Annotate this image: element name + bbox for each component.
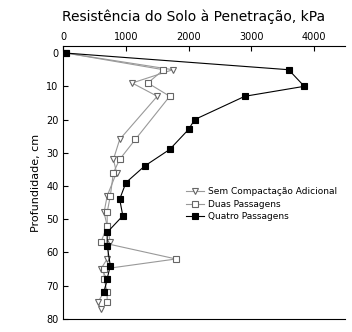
Quatro Passagens bbox=[124, 181, 128, 185]
Sem Compactação Adicional bbox=[105, 194, 109, 198]
Legend: Sem Compactação Adicional, Duas Passagens, Quatro Passagens: Sem Compactação Adicional, Duas Passagen… bbox=[182, 184, 340, 225]
Duas Passagens bbox=[102, 277, 106, 281]
Quatro Passagens bbox=[108, 264, 112, 268]
Quatro Passagens bbox=[168, 147, 172, 151]
Sem Compactação Adicional bbox=[155, 94, 159, 98]
Quatro Passagens bbox=[287, 68, 291, 72]
Quatro Passagens bbox=[243, 94, 247, 98]
Quatro Passagens bbox=[118, 197, 122, 201]
Duas Passagens bbox=[105, 290, 109, 294]
Duas Passagens bbox=[108, 194, 112, 198]
Line: Sem Compactação Adicional: Sem Compactação Adicional bbox=[63, 50, 176, 312]
Sem Compactação Adicional bbox=[105, 224, 109, 228]
Duas Passagens bbox=[118, 157, 122, 161]
Duas Passagens bbox=[105, 224, 109, 228]
Quatro Passagens bbox=[105, 230, 109, 234]
Quatro Passagens bbox=[105, 277, 109, 281]
Sem Compactação Adicional bbox=[118, 137, 122, 141]
Duas Passagens bbox=[111, 171, 115, 175]
Duas Passagens bbox=[102, 267, 106, 271]
Quatro Passagens bbox=[121, 214, 125, 218]
Sem Compactação Adicional bbox=[171, 68, 175, 72]
Duas Passagens bbox=[64, 51, 69, 55]
Quatro Passagens bbox=[143, 164, 147, 168]
Duas Passagens bbox=[174, 257, 178, 261]
Quatro Passagens bbox=[302, 84, 306, 88]
Duas Passagens bbox=[133, 137, 137, 141]
Line: Quatro Passagens: Quatro Passagens bbox=[63, 50, 308, 295]
Line: Duas Passagens: Duas Passagens bbox=[63, 50, 179, 305]
Quatro Passagens bbox=[193, 118, 197, 122]
Y-axis label: Profundidade, cm: Profundidade, cm bbox=[31, 133, 40, 232]
Duas Passagens bbox=[105, 210, 109, 214]
Sem Compactação Adicional bbox=[64, 51, 69, 55]
Sem Compactação Adicional bbox=[102, 290, 106, 294]
Text: Resistência do Solo à Penetração, kPa: Resistência do Solo à Penetração, kPa bbox=[62, 10, 325, 25]
Duas Passagens bbox=[105, 300, 109, 304]
Sem Compactação Adicional bbox=[96, 300, 100, 304]
Sem Compactação Adicional bbox=[111, 157, 115, 161]
Sem Compactação Adicional bbox=[108, 240, 112, 244]
Quatro Passagens bbox=[64, 51, 69, 55]
Duas Passagens bbox=[146, 81, 150, 85]
Quatro Passagens bbox=[105, 244, 109, 248]
Sem Compactação Adicional bbox=[99, 267, 103, 271]
Duas Passagens bbox=[168, 94, 172, 98]
Quatro Passagens bbox=[187, 127, 191, 131]
Sem Compactação Adicional bbox=[102, 210, 106, 214]
Sem Compactação Adicional bbox=[105, 277, 109, 281]
Sem Compactação Adicional bbox=[99, 307, 103, 311]
Sem Compactação Adicional bbox=[114, 171, 119, 175]
Quatro Passagens bbox=[102, 290, 106, 294]
Sem Compactação Adicional bbox=[105, 257, 109, 261]
Sem Compactação Adicional bbox=[130, 81, 134, 85]
Duas Passagens bbox=[99, 240, 103, 244]
Duas Passagens bbox=[161, 68, 165, 72]
